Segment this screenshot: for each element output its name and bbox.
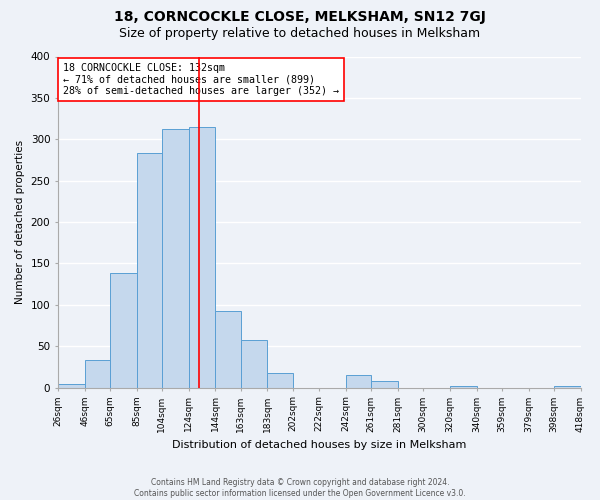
Text: 18, CORNCOCKLE CLOSE, MELKSHAM, SN12 7GJ: 18, CORNCOCKLE CLOSE, MELKSHAM, SN12 7GJ	[114, 10, 486, 24]
Text: Contains HM Land Registry data © Crown copyright and database right 2024.
Contai: Contains HM Land Registry data © Crown c…	[134, 478, 466, 498]
Bar	[267, 373, 293, 388]
Bar	[346, 375, 371, 388]
Bar	[85, 360, 110, 388]
Text: Size of property relative to detached houses in Melksham: Size of property relative to detached ho…	[119, 28, 481, 40]
Bar	[188, 127, 215, 388]
Bar	[371, 381, 398, 388]
Y-axis label: Number of detached properties: Number of detached properties	[15, 140, 25, 304]
Bar	[241, 340, 267, 388]
Bar	[215, 310, 241, 388]
Bar	[450, 386, 476, 388]
Bar	[137, 152, 162, 388]
Bar	[110, 274, 137, 388]
Text: 18 CORNCOCKLE CLOSE: 132sqm
← 71% of detached houses are smaller (899)
28% of se: 18 CORNCOCKLE CLOSE: 132sqm ← 71% of det…	[63, 63, 339, 96]
Bar	[554, 386, 581, 388]
Bar	[58, 384, 85, 388]
X-axis label: Distribution of detached houses by size in Melksham: Distribution of detached houses by size …	[172, 440, 466, 450]
Bar	[162, 130, 188, 388]
